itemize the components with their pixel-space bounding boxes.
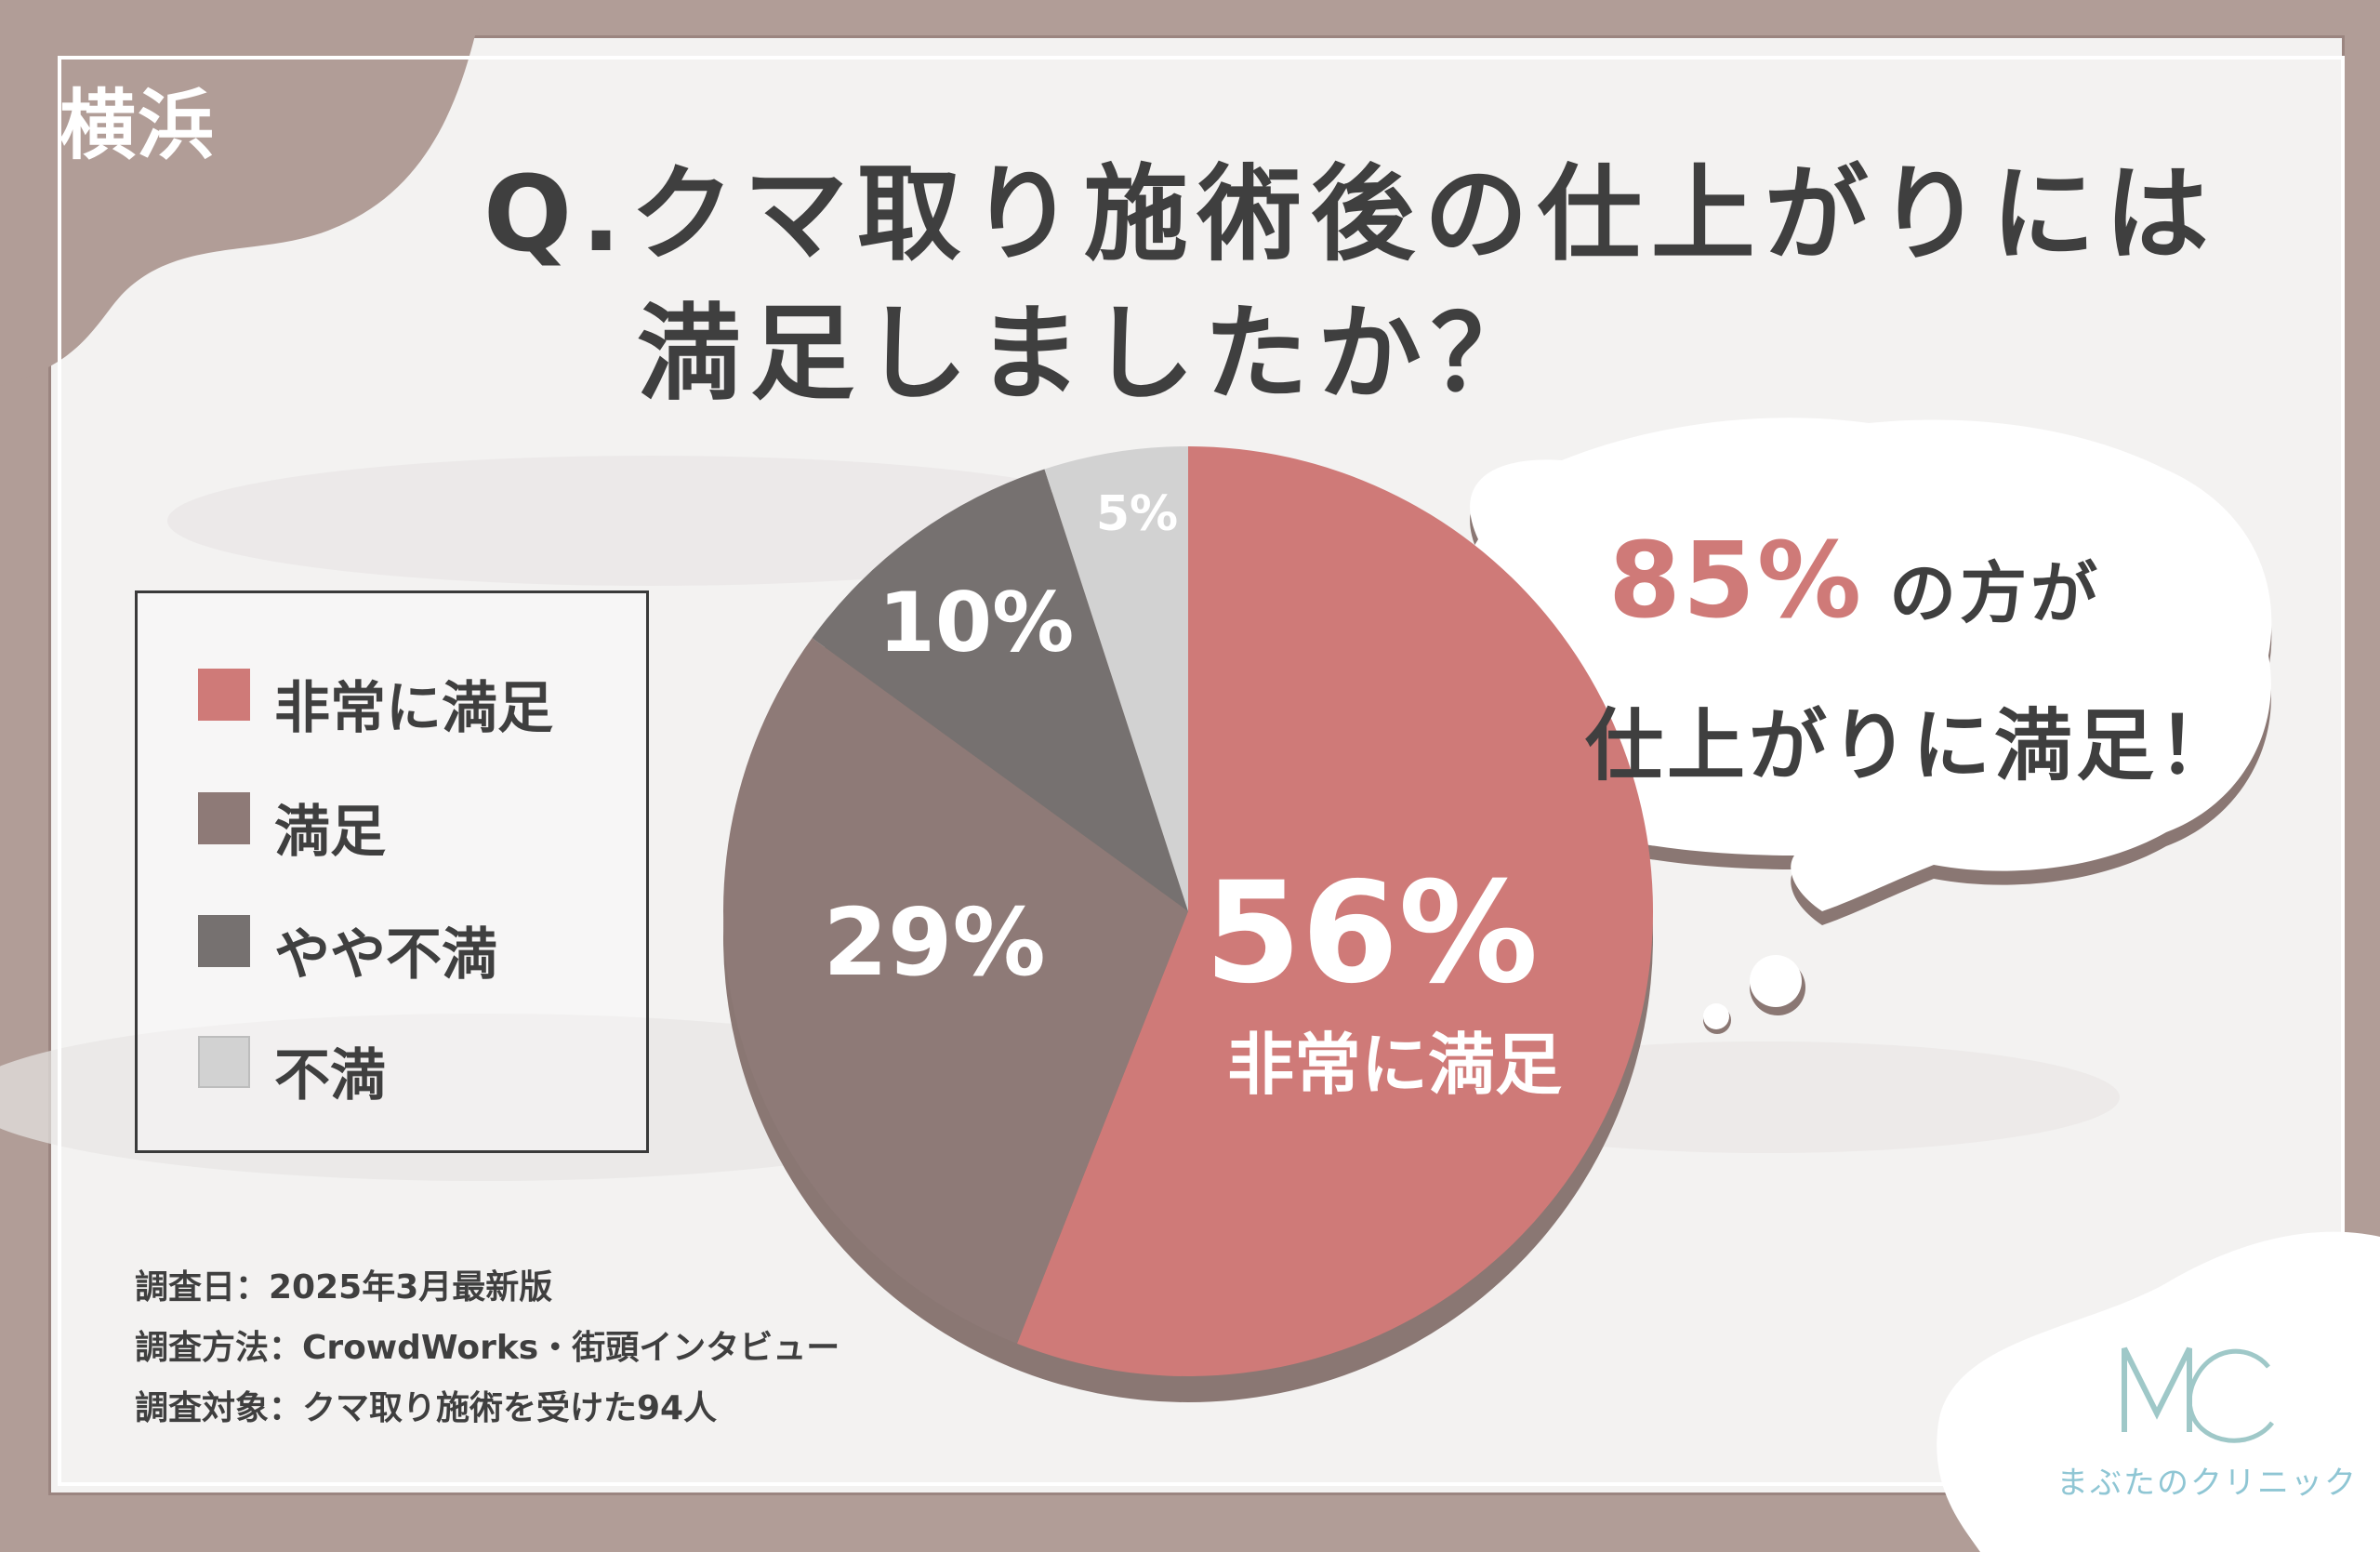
legend-label: 満足 bbox=[274, 800, 386, 865]
pie-percent-label: 56% bbox=[1204, 853, 1538, 1015]
speech-bubble bbox=[1435, 418, 2272, 1034]
bubble-dot bbox=[1750, 955, 1802, 1007]
clinic-logo-m bbox=[2122, 1346, 2192, 1432]
clinic-logo-c bbox=[2187, 1348, 2274, 1443]
bubble-line1-rest: の方が bbox=[1889, 554, 2102, 632]
clinic-blob bbox=[1937, 1231, 2380, 1552]
question-title-line2: 満足しましたか？ bbox=[637, 294, 1544, 415]
pie-slice bbox=[1044, 446, 1188, 911]
survey-target: 調査対象：クマ取り施術を受けた94人 bbox=[135, 1389, 718, 1427]
city-label: 横浜 bbox=[60, 82, 217, 170]
pie-slice bbox=[1016, 446, 1653, 1376]
pie-percent-label: 5% bbox=[1096, 486, 1178, 542]
bubble-text-line2: 仕上がりに満足！ bbox=[1585, 700, 2241, 791]
legend-swatch bbox=[198, 1036, 250, 1088]
pie-chart: 56% 29% 10% 5% 非常に満足 bbox=[723, 446, 1653, 1402]
pie-percent-label: 10% bbox=[879, 575, 1075, 670]
pie-slice bbox=[723, 638, 1188, 1344]
legend-swatch bbox=[198, 669, 250, 721]
bubble-dot-small bbox=[1703, 1003, 1729, 1029]
legend-label: やや不満 bbox=[274, 922, 497, 988]
survey-date: 調査日：2025年3月最新版 bbox=[135, 1268, 553, 1307]
clinic-name: まぶたのクリニック bbox=[2056, 1465, 2358, 1502]
speech-bubble-body bbox=[1435, 418, 2272, 911]
legend-swatch bbox=[198, 792, 250, 844]
clinic-logo bbox=[2122, 1346, 2274, 1443]
legend: 非常に満足 満足 やや不満 不満 bbox=[135, 590, 649, 1153]
legend-label: 非常に満足 bbox=[274, 676, 553, 741]
legend-swatch bbox=[198, 915, 250, 967]
pie-slice bbox=[812, 469, 1188, 911]
bubble-text-line1: 85% の方が bbox=[1608, 521, 2101, 642]
legend-label: 不満 bbox=[274, 1043, 386, 1108]
survey-method: 調査方法：CrowdWorks・街頭インタビュー bbox=[135, 1329, 840, 1367]
pie-category-label: 非常に満足 bbox=[1227, 1026, 1562, 1104]
question-title-line1: Q.クマ取り施術後の仕上がりには bbox=[483, 154, 2218, 275]
corner-blob bbox=[0, 0, 483, 386]
pie-percent-label: 29% bbox=[823, 888, 1045, 997]
bubble-percent: 85% bbox=[1608, 521, 1864, 642]
